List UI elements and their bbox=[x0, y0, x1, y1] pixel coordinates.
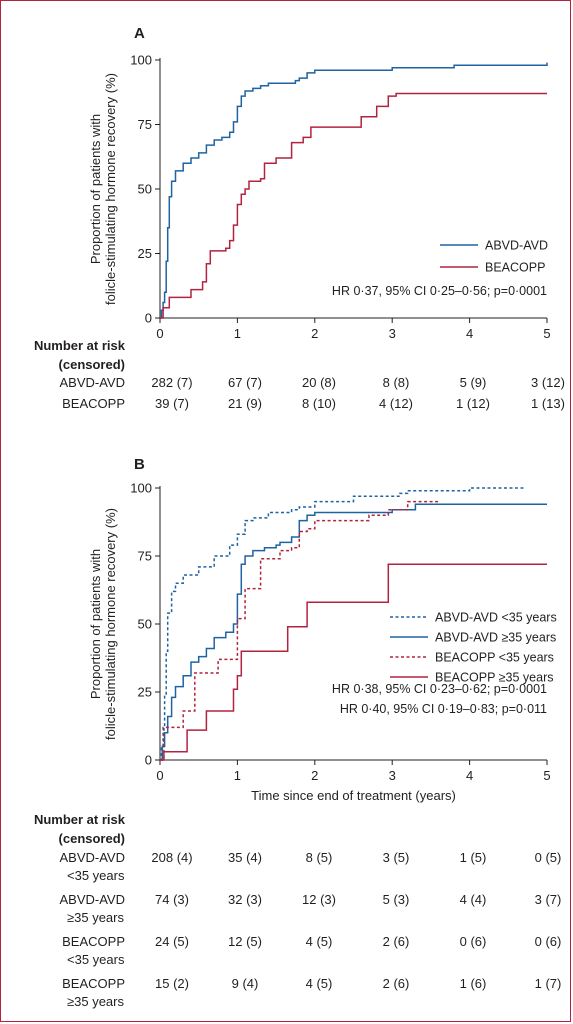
panel-b-hr-annotation: HR 0·38, 95% CI 0·23–0·62; p=0·0001 bbox=[332, 682, 547, 696]
panel-b-risk-value: 4 (5) bbox=[306, 976, 333, 991]
panel-a-risk-value: 67 (7) bbox=[228, 375, 262, 390]
panel-b-risk-value: 2 (6) bbox=[383, 934, 410, 949]
panel-b-risk-value: 4 (5) bbox=[306, 934, 333, 949]
panel-a-hr-annotation: HR 0·37, 95% CI 0·25–0·56; p=0·0001 bbox=[332, 284, 547, 298]
panel-a-x-tick-label: 3 bbox=[389, 326, 396, 341]
panel-a-x-tick-label: 4 bbox=[466, 326, 473, 341]
panel-b-series-2-line bbox=[160, 503, 547, 761]
panel-b-risk-row-label: BEACOPP bbox=[62, 976, 125, 991]
panel-b-risk-value: 0 (6) bbox=[460, 934, 487, 949]
panel-a-x-tick-label: 0 bbox=[156, 326, 163, 341]
panel-a-letter: A bbox=[134, 25, 145, 42]
panel-a-y-tick-label: 25 bbox=[138, 246, 152, 261]
panel-b-risk-value: 15 (2) bbox=[155, 976, 189, 991]
panel-a-risk-row-label: BEACOPP bbox=[62, 396, 125, 411]
panel-b-series-4-line bbox=[160, 563, 547, 761]
panel-a-y-tick-label: 0 bbox=[145, 311, 152, 326]
panel-b-y-tick-label: 75 bbox=[138, 549, 152, 564]
panel-a-risk-header: (censored) bbox=[59, 357, 125, 372]
panel-a-legend-label: ABVD-AVD bbox=[485, 239, 548, 253]
panel-b-risk-row-label: BEACOPP bbox=[62, 934, 125, 949]
panel-b-risk-value: 1 (5) bbox=[460, 850, 487, 865]
panel-a-series-2-line bbox=[160, 92, 547, 319]
panel-b-series-3-line bbox=[160, 500, 439, 761]
panel-b-risk-value: 74 (3) bbox=[155, 892, 189, 907]
panel-b-legend-label: ABVD-AVD ≥35 years bbox=[435, 631, 556, 645]
panel-b-risk-row-label: ≥35 years bbox=[67, 910, 124, 925]
panel-b-risk-value: 1 (7) bbox=[535, 976, 562, 991]
panel-b-risk-value: 1 (6) bbox=[460, 976, 487, 991]
panel-b-risk-header: Number at risk bbox=[34, 812, 126, 827]
panel-b-risk-row-label: ABVD-AVD bbox=[60, 892, 126, 907]
panel-a-y-tick-label: 100 bbox=[130, 53, 152, 68]
panel-a-y-tick-label: 50 bbox=[138, 182, 152, 197]
panel-b-risk-value: 12 (5) bbox=[228, 934, 262, 949]
panel-a-x-tick-label: 2 bbox=[311, 326, 318, 341]
panel-b-legend-label: BEACOPP ≥35 years bbox=[435, 671, 554, 685]
panel-b-legend-label: ABVD-AVD <35 years bbox=[435, 611, 557, 625]
panel-b-x-tick-label: 0 bbox=[156, 768, 163, 783]
panel-b-x-axis-label: Time since end of treatment (years) bbox=[251, 788, 456, 803]
panel-b-y-axis-label: Proportion of patients with bbox=[88, 549, 103, 699]
panel-a-risk-value: 8 (10) bbox=[302, 396, 336, 411]
panel-b-risk-row-label: ABVD-AVD bbox=[60, 850, 126, 865]
panel-a-risk-value: 1 (12) bbox=[456, 396, 490, 411]
panel-b-risk-value: 24 (5) bbox=[155, 934, 189, 949]
panel-a-series-1-line bbox=[160, 62, 548, 319]
panel-b-risk-value: 35 (4) bbox=[228, 850, 262, 865]
panel-b-risk-value: 12 (3) bbox=[302, 892, 336, 907]
panel-b-legend-label: BEACOPP <35 years bbox=[435, 651, 554, 665]
panel-b-risk-value: 3 (5) bbox=[383, 850, 410, 865]
panel-a-x-tick-label: 5 bbox=[543, 326, 550, 341]
panel-b-x-tick-label: 4 bbox=[466, 768, 473, 783]
panel-b-x-tick-label: 3 bbox=[389, 768, 396, 783]
panel-b-y-axis-label: folicle-stimulating hormone recovery (%) bbox=[103, 508, 118, 740]
panel-b-hr-annotation: HR 0·40, 95% CI 0·19–0·83; p=0·011 bbox=[340, 702, 547, 716]
panel-a-risk-value: 20 (8) bbox=[302, 375, 336, 390]
panel-a-risk-value: 282 (7) bbox=[151, 375, 192, 390]
panel-a-y-axis-label: Proportion of patients with bbox=[88, 114, 103, 264]
panel-b-risk-value: 8 (5) bbox=[306, 850, 333, 865]
panel-b-x-tick-label: 5 bbox=[543, 768, 550, 783]
panel-b-risk-value: 0 (6) bbox=[535, 934, 562, 949]
panel-a-y-tick-label: 75 bbox=[138, 117, 152, 132]
panel-b-y-tick-label: 25 bbox=[138, 685, 152, 700]
panel-a-risk-value: 21 (9) bbox=[228, 396, 262, 411]
panel-b-risk-row-label: ≥35 years bbox=[67, 994, 124, 1009]
panel-a-risk-value: 4 (12) bbox=[379, 396, 413, 411]
panel-b-risk-value: 0 (5) bbox=[535, 850, 562, 865]
panel-b-risk-value: 2 (6) bbox=[383, 976, 410, 991]
panel-a-risk-value: 5 (9) bbox=[460, 375, 487, 390]
panel-b-risk-value: 4 (4) bbox=[460, 892, 487, 907]
panel-b-risk-row-label: <35 years bbox=[67, 868, 125, 883]
panel-b-risk-value: 208 (4) bbox=[151, 850, 192, 865]
panel-a-legend-label: BEACOPP bbox=[485, 261, 545, 275]
panel-a-risk-value: 8 (8) bbox=[383, 375, 410, 390]
panel-b-risk-value: 3 (7) bbox=[535, 892, 562, 907]
panel-a-risk-value: 39 (7) bbox=[155, 396, 189, 411]
panel-b-series-1-line bbox=[160, 487, 524, 761]
panel-a-risk-value: 1 (13) bbox=[531, 396, 565, 411]
panel-b-y-tick-label: 0 bbox=[145, 753, 152, 768]
panel-b-x-tick-label: 1 bbox=[234, 768, 241, 783]
panel-a-risk-value: 3 (12) bbox=[531, 375, 565, 390]
panel-a-risk-row-label: ABVD-AVD bbox=[60, 375, 126, 390]
panel-a-risk-header: Number at risk bbox=[34, 338, 126, 353]
panel-a-y-axis-label: folicle-stimulating hormone recovery (%) bbox=[103, 73, 118, 305]
panel-b-risk-value: 9 (4) bbox=[232, 976, 259, 991]
panel-b-risk-value: 32 (3) bbox=[228, 892, 262, 907]
panel-b-letter: B bbox=[134, 456, 145, 473]
panel-b-risk-header: (censored) bbox=[59, 831, 125, 846]
panel-b-risk-value: 5 (3) bbox=[383, 892, 410, 907]
panel-b-y-tick-label: 100 bbox=[130, 481, 152, 496]
panel-a-x-tick-label: 1 bbox=[234, 326, 241, 341]
panel-b-y-tick-label: 50 bbox=[138, 617, 152, 632]
panel-b-risk-row-label: <35 years bbox=[67, 952, 125, 967]
panel-b-x-tick-label: 2 bbox=[311, 768, 318, 783]
